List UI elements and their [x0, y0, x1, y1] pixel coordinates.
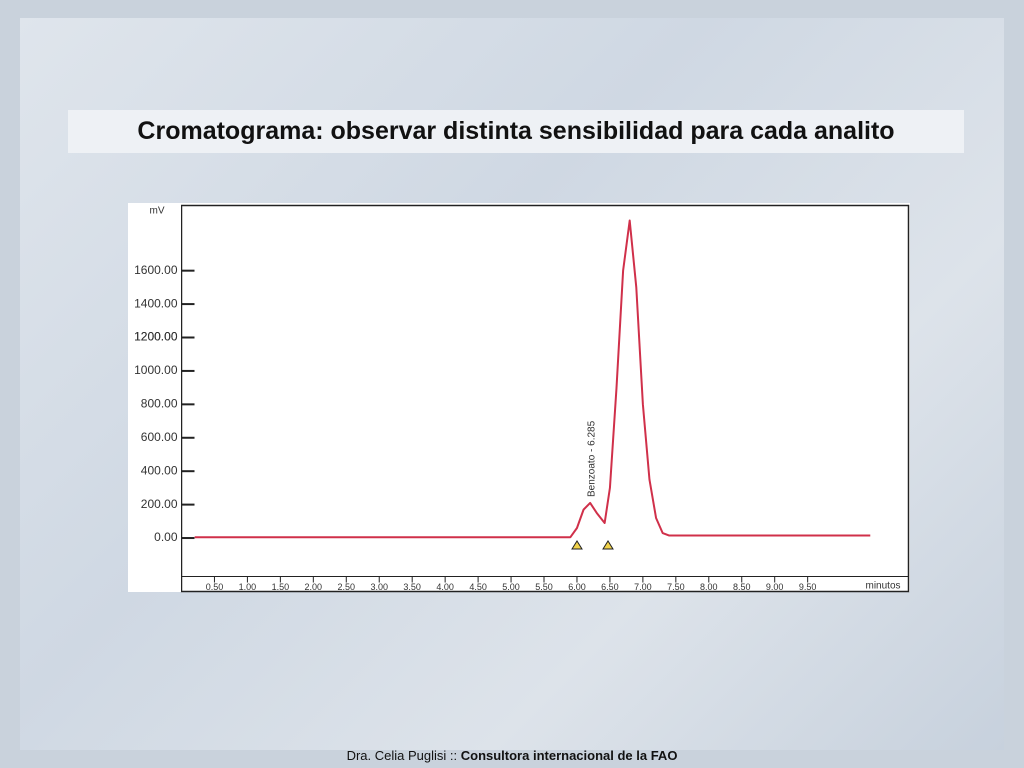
- x-tick-label: 6.00: [568, 582, 586, 592]
- x-tick-label: 4.50: [469, 582, 487, 592]
- y-tick-label: 1200.00: [134, 330, 178, 344]
- slide-title: Cromatograma: observar distinta sensibil…: [68, 110, 964, 153]
- x-tick-label: 8.00: [700, 582, 718, 592]
- x-tick-label: 2.00: [305, 582, 323, 592]
- x-tick-label: 6.50: [601, 582, 619, 592]
- y-tick-label: 1400.00: [134, 296, 178, 310]
- x-unit: minutos: [865, 581, 900, 592]
- x-tick-label: 3.50: [403, 582, 421, 592]
- peak-marker: [602, 540, 614, 550]
- y-tick-label: 0.00: [154, 530, 178, 544]
- y-tick-label: 200.00: [141, 497, 178, 511]
- axis-panel: [128, 203, 181, 592]
- x-tick-label: 7.50: [667, 582, 685, 592]
- x-tick-label: 3.00: [370, 582, 388, 592]
- footer-org: Consultora internacional de la FAO: [460, 748, 678, 763]
- x-tick-label: 8.50: [733, 582, 751, 592]
- x-tick-label: 9.00: [766, 582, 784, 592]
- chart-background: [128, 203, 910, 592]
- peak-annotation: Benzoato - 6.285: [587, 420, 598, 497]
- y-tick-label: 1200.00: [134, 330, 178, 344]
- y-tick-label: 600.00: [141, 430, 178, 444]
- x-tick-label: 7.00: [634, 582, 652, 592]
- y-tick-label: 1000.00: [134, 363, 178, 377]
- x-tick-label: 1.00: [239, 582, 257, 592]
- x-tick-label: 2.50: [338, 582, 356, 592]
- x-tick-label: 4.00: [436, 582, 454, 592]
- chromatogram-line: [194, 219, 871, 539]
- x-tick-label: 9.50: [799, 582, 817, 592]
- y-tick-label: 1600.00: [134, 263, 178, 277]
- x-tick-label: 5.50: [535, 582, 553, 592]
- footer: Dra. Celia Puglisi :: Consultora interna…: [0, 748, 1024, 763]
- y-tick-label: 400.00: [141, 463, 178, 477]
- y-tick-label: 800.00: [141, 397, 178, 411]
- footer-author: Dra. Celia Puglisi ::: [346, 748, 458, 763]
- x-tick-label: 1.50: [272, 582, 290, 592]
- x-tick-label: 5.00: [502, 582, 520, 592]
- y-unit: mV: [150, 206, 165, 217]
- peak-marker: [571, 540, 583, 550]
- x-tick-label: 0.50: [206, 582, 224, 592]
